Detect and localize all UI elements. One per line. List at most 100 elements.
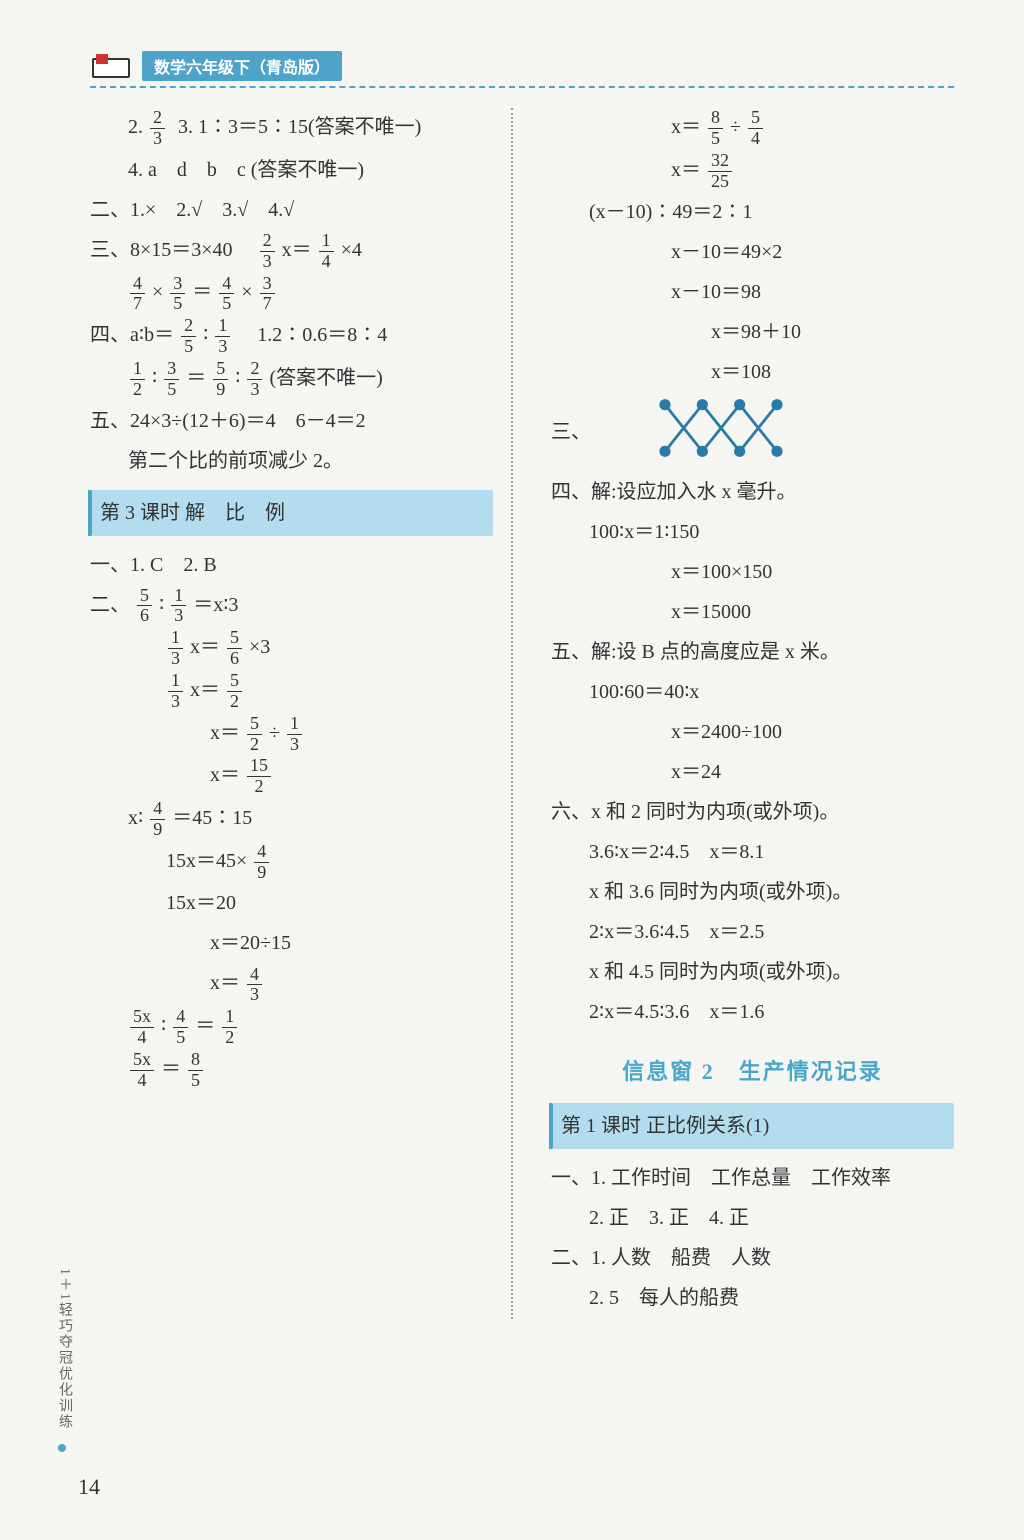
text: x＝	[282, 239, 312, 261]
text-line: 六、x 和 2 同时为内项(或外项)。	[551, 793, 954, 831]
text-line: 2∶x＝4.5∶3.6 x＝1.6	[551, 993, 954, 1031]
fraction: 49	[150, 799, 165, 840]
fraction: 43	[247, 965, 262, 1006]
text: ＝	[186, 367, 206, 389]
fraction: 52	[227, 671, 242, 712]
fraction: 49	[254, 842, 269, 883]
text-line: 2. 正 3. 正 4. 正	[551, 1199, 954, 1237]
text-line: x＝98＋10	[551, 313, 954, 351]
text-line: 五、解:设 B 点的高度应是 x 米。	[551, 633, 954, 671]
text-line: 2. 23 3. 1∶3＝5∶15(答案不唯一)	[90, 108, 493, 149]
text: ＝45∶15	[172, 807, 252, 829]
text-line: 四、解:设应加入水 x 毫升。	[551, 473, 954, 511]
text-line: 100∶x＝1∶150	[551, 513, 954, 551]
text-line: 15x＝20	[90, 884, 493, 922]
text-line: x＝2400÷100	[551, 713, 954, 751]
text: 三、8×15＝3×40	[90, 239, 253, 261]
side-label: 1＋1轻巧夺冠优化训练	[54, 1268, 74, 1430]
text-line: x＝ 52 ÷ 13	[90, 714, 493, 755]
text: 二、	[90, 594, 130, 616]
fraction: 23	[247, 359, 262, 400]
right-column: x＝ 85 ÷ 54 x＝ 3225 (x－10)∶49＝2∶1 x－10＝49…	[533, 108, 954, 1319]
text-line: 100∶60＝40∶x	[551, 673, 954, 711]
text: x＝	[671, 159, 701, 181]
text-line: 五、24×3÷(12＋6)＝4 6－4＝2	[90, 402, 493, 440]
text-line: x∶ 49 ＝45∶15	[90, 799, 493, 840]
fraction: 13	[171, 586, 186, 627]
text: ∶	[235, 367, 240, 389]
fraction: 45	[173, 1007, 188, 1048]
text-line: x 和 4.5 同时为内项(或外项)。	[551, 953, 954, 991]
text: ×	[241, 281, 252, 303]
fraction: 59	[213, 359, 228, 400]
fraction: 85	[708, 108, 723, 149]
matching-diagram	[651, 393, 791, 463]
text-line: 15x＝45× 49	[90, 842, 493, 883]
text: ×4	[341, 239, 362, 261]
fraction: 23	[150, 108, 165, 149]
text-line: x＝108	[551, 353, 954, 391]
fraction: 35	[170, 274, 185, 315]
text-line: x－10＝49×2	[551, 233, 954, 271]
text: (答案不唯一)	[269, 367, 382, 389]
fraction: 45	[219, 274, 234, 315]
text-line: x＝24	[551, 753, 954, 791]
text: 2.	[128, 116, 143, 138]
fraction: 23	[260, 231, 275, 272]
text-line: 12 ∶ 35 ＝ 59 ∶ 23 (答案不唯一)	[90, 359, 493, 400]
text: ＝	[192, 281, 212, 303]
text: x∶	[128, 807, 143, 829]
text: ∶	[159, 594, 164, 616]
text: ∶	[152, 367, 157, 389]
text: x＝	[190, 679, 220, 701]
text: 四、a∶b＝	[90, 324, 174, 346]
fraction: 12	[222, 1007, 237, 1048]
text-line: 三、	[551, 393, 954, 471]
text-line: x－10＝98	[551, 273, 954, 311]
text-line: 47 × 35 ＝ 45 × 37	[90, 273, 493, 314]
text: ÷	[730, 116, 741, 138]
fraction: 14	[319, 231, 334, 272]
text: x＝	[210, 722, 240, 744]
text-line: 5x4 ∶ 45 ＝ 12	[90, 1007, 493, 1048]
text: x＝	[210, 764, 240, 786]
text-line: 二、1.× 2.√ 3.√ 4.√	[90, 191, 493, 229]
text-line: x＝100×150	[551, 553, 954, 591]
header-title: 数学六年级下（青岛版）	[142, 51, 342, 81]
text-line: 三、8×15＝3×40 23 x＝ 14 ×4	[90, 231, 493, 272]
text-line: x＝15000	[551, 593, 954, 631]
fraction: 35	[164, 359, 179, 400]
text: 15x＝45×	[166, 850, 247, 872]
text-line: 13 x＝ 56 ×3	[90, 628, 493, 669]
text-line: 一、1. 工作时间 工作总量 工作效率	[551, 1159, 954, 1197]
fraction: 152	[247, 756, 271, 797]
text: x＝	[671, 116, 701, 138]
text: 三、	[551, 413, 591, 451]
fraction: 25	[181, 316, 196, 357]
section-title: 第 3 课时 解 比 例	[90, 490, 493, 536]
text-line: 二、 56 ∶ 13 ＝x∶3	[90, 586, 493, 627]
text-line: x＝ 3225	[551, 151, 954, 192]
text-line: 第二个比的前项减少 2。	[90, 442, 493, 480]
text: x＝	[190, 636, 220, 658]
text-line: 3.6∶x＝2∶4.5 x＝8.1	[551, 833, 954, 871]
text-line: x＝ 85 ÷ 54	[551, 108, 954, 149]
fraction: 13	[168, 628, 183, 669]
text: ×	[152, 281, 163, 303]
side-dot-icon	[58, 1444, 66, 1452]
text: ∶	[161, 1015, 166, 1037]
fraction: 12	[130, 359, 145, 400]
fraction: 5x4	[130, 1007, 154, 1048]
left-column: 2. 23 3. 1∶3＝5∶15(答案不唯一) 4. a d b c (答案不…	[90, 108, 513, 1319]
fraction: 54	[748, 108, 763, 149]
text-line: 四、a∶b＝ 25 ∶ 13 1.2∶0.6＝8∶4	[90, 316, 493, 357]
text-line: 5x4 ＝ 85	[90, 1050, 493, 1091]
text-line: 4. a d b c (答案不唯一)	[90, 151, 493, 189]
text-line: 2∶x＝3.6∶4.5 x＝2.5	[551, 913, 954, 951]
text: ＝	[195, 1015, 215, 1037]
text: ÷	[269, 722, 280, 744]
content-columns: 2. 23 3. 1∶3＝5∶15(答案不唯一) 4. a d b c (答案不…	[90, 108, 954, 1319]
section-title: 第 1 课时 正比例关系(1)	[551, 1103, 954, 1149]
text-line: x 和 3.6 同时为内项(或外项)。	[551, 873, 954, 911]
text-line: x＝ 152	[90, 756, 493, 797]
